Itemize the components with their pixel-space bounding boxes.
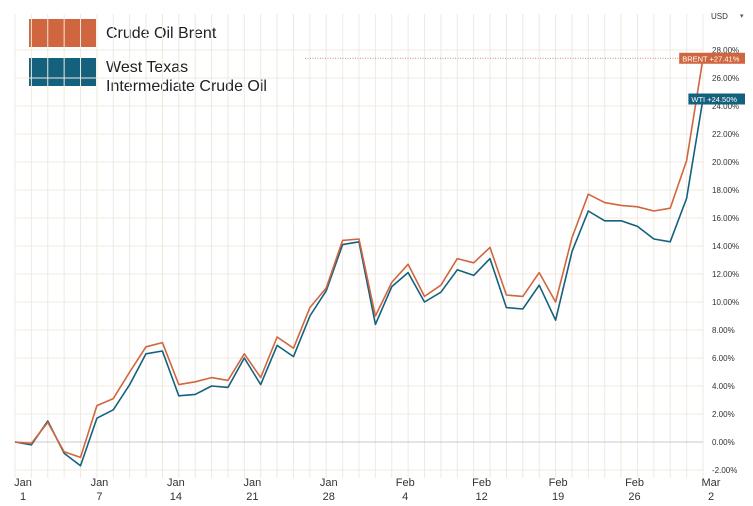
x-tick-label-month: Feb: [549, 477, 568, 489]
chevron-down-icon[interactable]: ▾: [740, 13, 744, 20]
x-tick-label-month: Jan: [91, 477, 109, 489]
series-line-brent: [14, 58, 704, 459]
legend-swatch-brent: [29, 19, 96, 47]
legend-label-brent: Crude Oil Brent: [106, 25, 217, 42]
y-tick-label: 18.00%: [712, 186, 739, 195]
x-tick-label-month: Jan: [243, 477, 261, 489]
x-tick-label-month: Feb: [625, 477, 644, 489]
y-tick-label: 12.00%: [712, 270, 739, 279]
x-tick-label-day: 12: [476, 491, 488, 503]
y-tick-label: -2.00%: [712, 466, 737, 475]
y-tick-label: 24.00%: [712, 102, 739, 111]
y-tick-label: 28.00%: [712, 46, 739, 55]
y-tick-label: 2.00%: [712, 410, 735, 419]
end-label-wti: WTI +24.50%: [691, 95, 737, 104]
x-tick-label-day: 19: [552, 491, 564, 503]
x-tick-label-day: 14: [170, 491, 182, 503]
x-tick-label-day: 7: [96, 491, 102, 503]
end-badge-wti: [688, 93, 745, 105]
x-tick-label-day: 1: [20, 491, 26, 503]
x-tick-label-month: Mar: [702, 477, 721, 489]
y-tick-label: 14.00%: [712, 242, 739, 251]
x-tick-label-month: Jan: [167, 477, 185, 489]
x-tick-label-day: 21: [246, 491, 258, 503]
x-tick-label-month: Feb: [396, 477, 415, 489]
x-tick-label-day: 4: [402, 491, 408, 503]
y-tick-label: 22.00%: [712, 130, 739, 139]
x-tick-label-day: 26: [628, 491, 640, 503]
y-tick-label: 8.00%: [712, 326, 735, 335]
y-tick-label: 26.00%: [712, 74, 739, 83]
legend-item-wti: West Texas Intermediate Crude Oil: [29, 58, 267, 96]
end-badge-brent: [679, 52, 745, 64]
y-tick-label: 16.00%: [712, 214, 739, 223]
x-tick-label-day: 28: [323, 491, 335, 503]
currency-selector[interactable]: USD: [711, 12, 728, 21]
y-tick-label: 4.00%: [712, 382, 735, 391]
legend-swatch-wti: [29, 58, 96, 86]
x-tick-label-month: Feb: [472, 477, 491, 489]
x-tick-label-month: Jan: [320, 477, 338, 489]
legend-item-brent: Crude Oil Brent: [29, 19, 216, 47]
y-tick-label: 20.00%: [712, 158, 739, 167]
legend-label-wti: West Texas Intermediate Crude Oil: [106, 59, 267, 95]
y-tick-label: 0.00%: [712, 438, 735, 447]
x-tick-label-month: Jan: [14, 477, 32, 489]
end-label-brent: BRENT +27.41%: [682, 54, 740, 63]
y-tick-label: 6.00%: [712, 354, 735, 363]
x-tick-label-day: 2: [708, 491, 714, 503]
y-tick-label: 10.00%: [712, 298, 739, 307]
